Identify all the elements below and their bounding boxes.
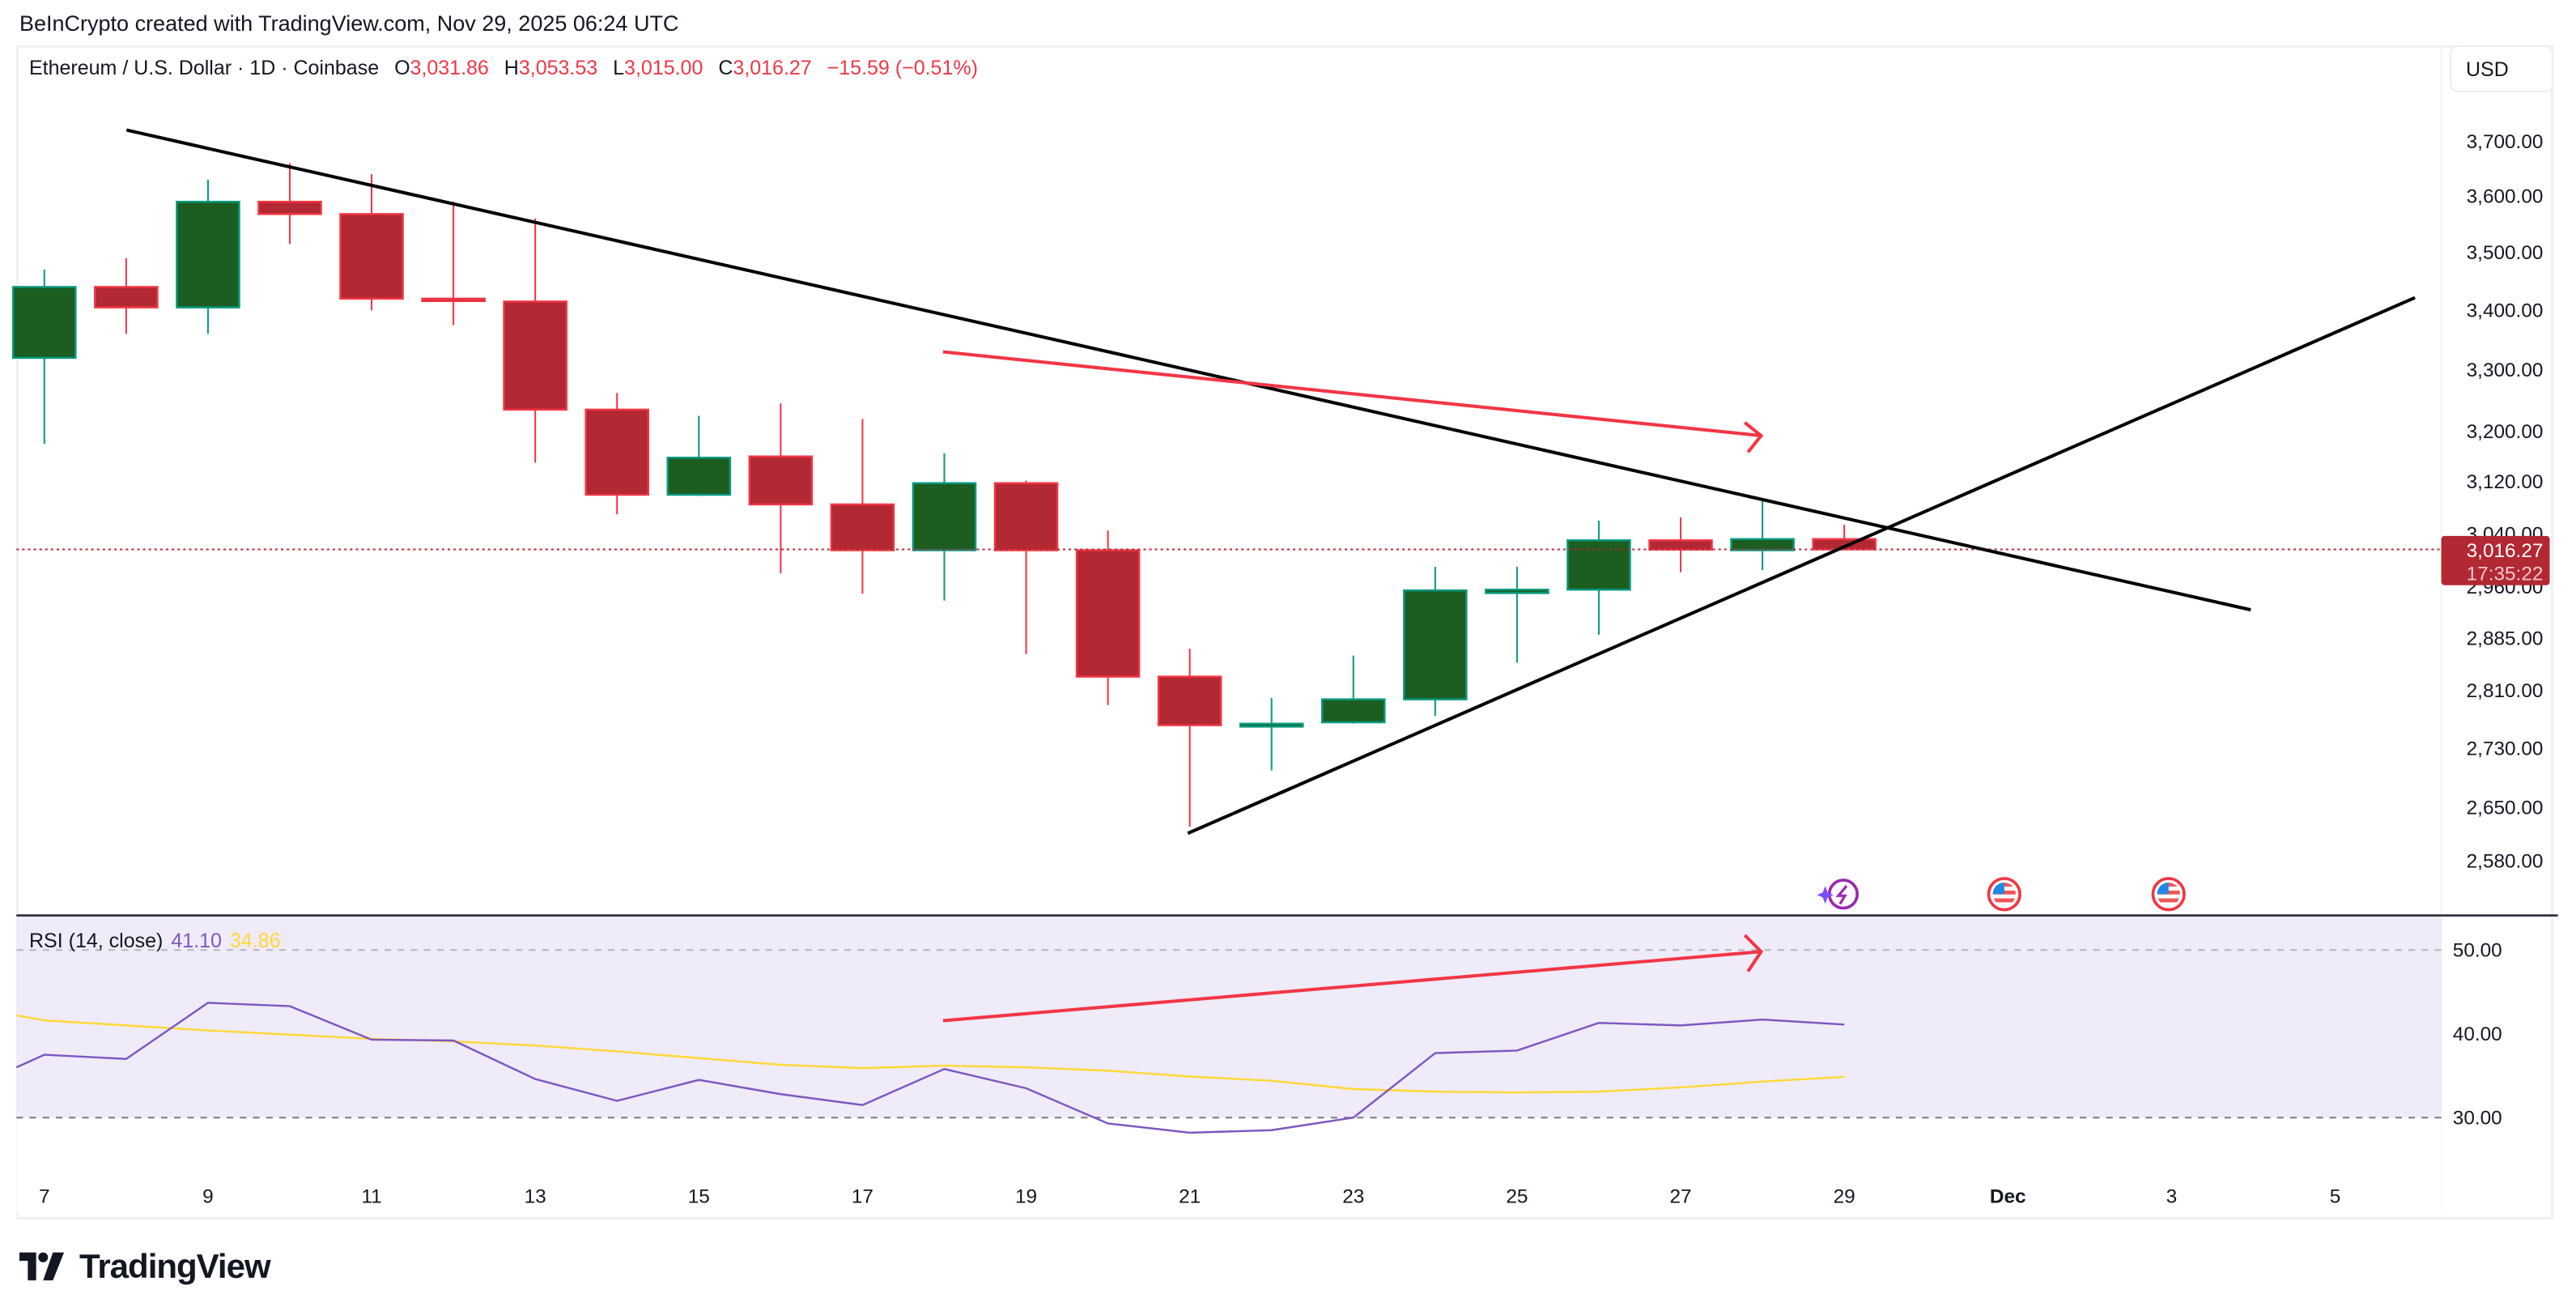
rsi-series bbox=[15, 1002, 1845, 1134]
low-label: L bbox=[613, 57, 625, 79]
candle bbox=[584, 393, 649, 514]
candle bbox=[257, 163, 322, 245]
us-flag-event-icon[interactable] bbox=[2151, 877, 2186, 912]
time-tick-label: 15 bbox=[688, 1186, 710, 1208]
price-arrow[interactable] bbox=[942, 350, 1762, 438]
candle bbox=[993, 480, 1059, 654]
time-tick-label: 9 bbox=[202, 1186, 214, 1208]
rsi-legend[interactable]: RSI (14, close) 41.10 34.86 bbox=[29, 930, 280, 953]
price-tick-label: 3,600.00 bbox=[2467, 185, 2544, 207]
trendlines[interactable] bbox=[125, 128, 2416, 1023]
open-label: O bbox=[394, 57, 410, 79]
high-label: H bbox=[504, 57, 519, 79]
candle bbox=[421, 202, 486, 326]
price-tick-label: 2,580.00 bbox=[2467, 851, 2544, 873]
candle bbox=[503, 218, 567, 463]
price-tick-label: 2,810.00 bbox=[2467, 680, 2544, 702]
rsi-arrow-head bbox=[1743, 934, 1764, 972]
symbol-name: Ethereum / U.S. Dollar · 1D · Coinbase bbox=[29, 57, 380, 79]
rsi-value: 41.10 bbox=[171, 930, 222, 952]
tradingview-logo[interactable]: TradingView bbox=[19, 1247, 271, 1286]
price-tick-label: 3,200.00 bbox=[2467, 421, 2544, 443]
tradingview-logo-icon bbox=[19, 1252, 65, 1281]
time-tick-label: 13 bbox=[525, 1186, 546, 1208]
close-value: 3,016.27 bbox=[733, 57, 812, 79]
price-tick-label: 3,300.00 bbox=[2467, 360, 2544, 381]
price-tick-label: 3,700.00 bbox=[2467, 131, 2544, 153]
time-tick-label: 5 bbox=[2330, 1186, 2341, 1208]
high-value: 3,053.53 bbox=[518, 57, 598, 79]
attribution-text: BeInCrypto created with TradingView.com,… bbox=[19, 11, 679, 36]
candle bbox=[1730, 497, 1795, 571]
time-tick-label: 11 bbox=[361, 1186, 381, 1208]
time-axis[interactable]: 7 9 11 13 15 17 19 21 23 25 27 29 Dec 3 5 bbox=[39, 1186, 2340, 1208]
tradingview-wordmark: TradingView bbox=[79, 1247, 271, 1285]
close-label: C bbox=[718, 57, 733, 79]
candle bbox=[1648, 517, 1713, 572]
time-tick-label: Dec bbox=[1990, 1186, 2026, 1208]
price-tick-label: 2,730.00 bbox=[2467, 738, 2544, 760]
price-tick-label: 2,885.00 bbox=[2467, 628, 2544, 649]
time-tick-label: 27 bbox=[1669, 1186, 1691, 1208]
svg-text:17:35:22: 17:35:22 bbox=[2467, 564, 2544, 585]
currency-button[interactable]: USD bbox=[2450, 45, 2553, 92]
candle bbox=[666, 415, 732, 496]
price-tick-label: 3,120.00 bbox=[2467, 471, 2544, 493]
time-tick-label: 29 bbox=[1834, 1186, 1855, 1208]
candle bbox=[1157, 649, 1222, 828]
price-axis[interactable]: 3,700.00 3,600.00 3,500.00 3,400.00 3,300.00… bbox=[2467, 131, 2544, 873]
chart-frame bbox=[16, 45, 2553, 1219]
descending-trendline[interactable] bbox=[125, 128, 2251, 612]
candle bbox=[1239, 697, 1304, 771]
time-tick-label: 21 bbox=[1179, 1186, 1201, 1208]
time-tick-label: 3 bbox=[2166, 1186, 2178, 1208]
candle bbox=[1566, 520, 1631, 635]
price-tick-label: 2,650.00 bbox=[2467, 798, 2544, 819]
us-flag-event-icon[interactable] bbox=[1987, 877, 2021, 912]
candle bbox=[94, 257, 159, 334]
rsi-band bbox=[16, 915, 2442, 1118]
candle bbox=[912, 453, 977, 601]
open-value: 3,031.86 bbox=[410, 57, 489, 79]
change-value: −15.59 (−0.51%) bbox=[827, 57, 978, 79]
candlestick-series bbox=[12, 163, 1877, 828]
earnings-lightning-icon[interactable] bbox=[1817, 879, 1859, 910]
candle bbox=[1403, 567, 1468, 717]
time-tick-label: 19 bbox=[1015, 1186, 1037, 1208]
rsi-axis[interactable]: 50.00 40.00 30.00 bbox=[2453, 939, 2502, 1129]
last-price-badge: 3,016.27 17:35:22 bbox=[2441, 535, 2550, 585]
candle bbox=[1075, 530, 1141, 705]
symbol-legend[interactable]: Ethereum / U.S. Dollar · 1D · Coinbase O… bbox=[29, 57, 978, 80]
rsi-tick-label: 50.00 bbox=[2453, 939, 2502, 961]
time-tick-label: 23 bbox=[1342, 1186, 1364, 1208]
candle bbox=[1320, 655, 1386, 724]
rsi-below-band bbox=[16, 1117, 2442, 1213]
rsi-label: RSI (14, close) bbox=[29, 930, 164, 952]
rsi-arrow[interactable] bbox=[942, 950, 1762, 1023]
time-tick-label: 17 bbox=[852, 1186, 874, 1208]
time-tick-label: 7 bbox=[39, 1186, 50, 1208]
ascending-trendline[interactable] bbox=[1187, 296, 2416, 835]
candle bbox=[12, 270, 77, 445]
candle bbox=[1485, 567, 1549, 663]
candle bbox=[176, 179, 240, 334]
rsi-tick-label: 40.00 bbox=[2453, 1023, 2502, 1045]
price-tick-label: 3,500.00 bbox=[2467, 242, 2544, 264]
svg-text:3,016.27: 3,016.27 bbox=[2467, 540, 2544, 562]
candle bbox=[339, 174, 404, 311]
candle bbox=[830, 419, 895, 594]
time-tick-label: 25 bbox=[1506, 1186, 1528, 1208]
rsi-sma-value: 34.86 bbox=[229, 930, 281, 952]
rsi-tick-label: 30.00 bbox=[2453, 1107, 2502, 1129]
candle bbox=[748, 403, 814, 574]
price-arrow-head bbox=[1743, 421, 1764, 453]
price-tick-label: 3,400.00 bbox=[2467, 300, 2544, 321]
low-value: 3,015.00 bbox=[624, 57, 704, 79]
